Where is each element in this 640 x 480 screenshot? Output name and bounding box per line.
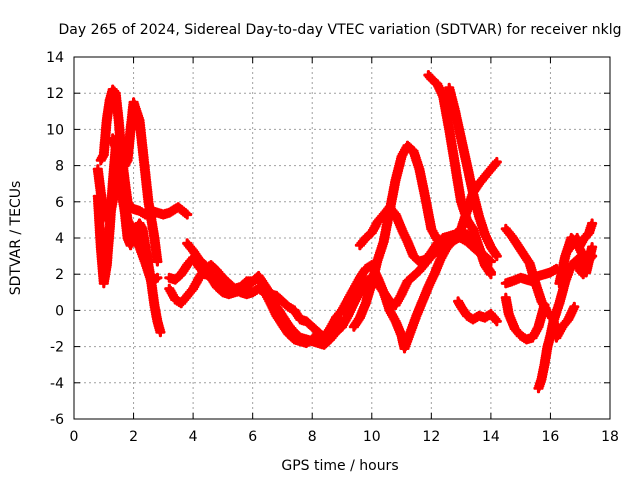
series-markers (164, 260, 324, 349)
y-tick-label: -4 (50, 376, 64, 392)
x-tick-label: 14 (482, 429, 500, 445)
x-tick-label: 4 (189, 429, 198, 445)
series-markers (453, 296, 502, 327)
series-sat-p (500, 263, 562, 289)
x-tick-label: 16 (542, 429, 560, 445)
series-sat-t (554, 232, 598, 289)
y-tick-label: 10 (46, 122, 64, 138)
y-tick-label: -6 (50, 412, 64, 428)
series-markers (500, 263, 562, 289)
series-markers (92, 164, 163, 287)
y-tick-label: 12 (46, 86, 64, 102)
series-sat-g (164, 260, 324, 349)
series-markers (423, 70, 496, 280)
x-tick-label: 18 (601, 429, 619, 445)
series-sat-m (444, 82, 502, 262)
y-tick-label: 2 (55, 267, 64, 283)
x-tick-label: 2 (129, 429, 138, 445)
y-tick-label: 14 (46, 50, 64, 66)
y-tick-label: -2 (50, 340, 64, 356)
series-markers (554, 232, 598, 289)
y-tick-label: 6 (55, 195, 64, 211)
series-layer (92, 70, 598, 394)
y-axis-label: SDTVAR / TECUs (8, 181, 24, 296)
chart-title: Day 265 of 2024, Sidereal Day-to-day VTE… (59, 22, 622, 38)
x-tick-label: 0 (70, 429, 79, 445)
x-tick-label: 8 (308, 429, 317, 445)
series-sat-q (500, 292, 550, 345)
x-tick-label: 12 (422, 429, 440, 445)
x-axis-label: GPS time / hours (281, 458, 398, 474)
ticks-layer: 0 2 4 6 8 10 12 14 16 18 -6 -4 -2 0 2 4 6 8 10 12 14 (46, 50, 619, 445)
series-sat-d (92, 164, 163, 287)
y-tick-label: 0 (55, 303, 64, 319)
series-markers (500, 292, 550, 345)
y-tick-label: 8 (55, 159, 64, 175)
series-markers (444, 82, 502, 262)
x-tick-label: 6 (248, 429, 257, 445)
x-tick-label: 10 (363, 429, 381, 445)
series-sat-l (423, 70, 496, 280)
y-tick-label: 4 (55, 231, 64, 247)
series-sat-n (453, 296, 502, 327)
